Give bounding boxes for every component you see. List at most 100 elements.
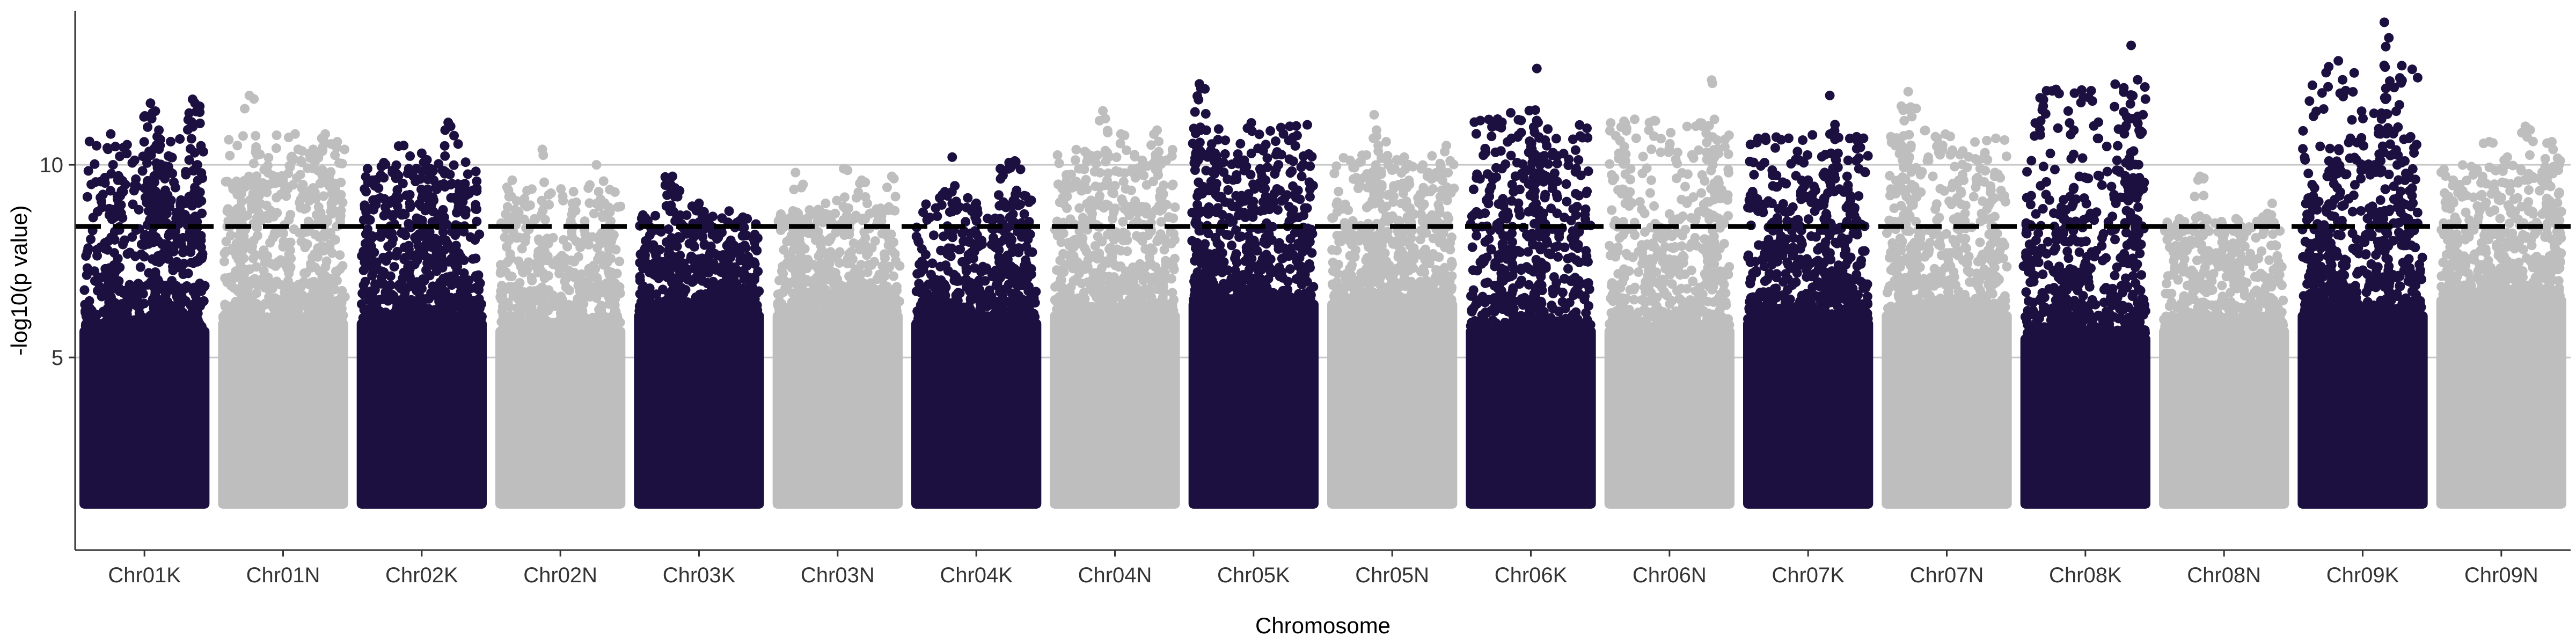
- data-point: [1091, 159, 1101, 169]
- data-point: [148, 320, 158, 330]
- data-point: [1157, 156, 1167, 166]
- data-point: [561, 282, 571, 292]
- data-point: [196, 231, 206, 241]
- data-point: [242, 210, 252, 221]
- data-point: [309, 276, 319, 287]
- data-point: [119, 142, 129, 152]
- data-point: [236, 187, 246, 197]
- data-point: [231, 268, 241, 278]
- chromosome-points-chr03k: [634, 171, 764, 509]
- data-point: [573, 294, 583, 304]
- data-point: [713, 232, 723, 243]
- data-point: [247, 296, 258, 306]
- data-point: [750, 272, 760, 282]
- data-point: [1217, 248, 1227, 258]
- data-point: [663, 224, 674, 235]
- data-point: [106, 207, 116, 217]
- peak-point: [399, 141, 409, 151]
- data-point: [283, 254, 293, 265]
- data-point: [325, 299, 335, 309]
- data-point: [1002, 254, 1013, 265]
- data-point: [882, 182, 892, 193]
- peak-point: [791, 167, 801, 178]
- data-point: [180, 210, 190, 220]
- data-point: [1052, 150, 1063, 160]
- data-point: [880, 265, 890, 275]
- data-point: [866, 260, 876, 270]
- data-point: [592, 273, 602, 283]
- data-point: [784, 280, 794, 290]
- data-point: [1250, 239, 1260, 250]
- data-point: [1285, 233, 1296, 244]
- data-point: [1231, 277, 1241, 288]
- data-point: [1271, 164, 1281, 174]
- data-point: [609, 230, 619, 240]
- data-point: [1242, 287, 1252, 297]
- peak-point: [971, 198, 982, 208]
- data-point: [587, 232, 597, 242]
- data-point: [1300, 203, 1310, 213]
- data-point: [298, 180, 308, 190]
- data-point: [442, 308, 452, 318]
- data-point: [183, 268, 193, 279]
- data-point: [562, 241, 573, 252]
- data-point: [1056, 275, 1066, 285]
- data-point: [1254, 129, 1264, 140]
- data-point: [412, 231, 422, 241]
- data-point: [327, 248, 338, 258]
- data-point: [119, 288, 129, 298]
- data-point: [1247, 202, 1257, 212]
- data-point: [705, 248, 715, 258]
- data-point: [465, 283, 475, 294]
- data-point: [499, 317, 509, 327]
- data-point: [234, 214, 244, 224]
- data-point: [272, 276, 282, 287]
- peak-point: [857, 175, 867, 185]
- data-point: [297, 228, 308, 238]
- data-point: [1108, 274, 1118, 284]
- data-point: [323, 313, 333, 323]
- data-point: [440, 151, 450, 161]
- data-point: [1117, 284, 1128, 295]
- peak-point: [405, 198, 415, 208]
- data-point: [128, 199, 138, 209]
- data-point: [1277, 267, 1287, 277]
- peak-point: [1196, 125, 1206, 135]
- data-point: [333, 313, 343, 324]
- data-point: [1292, 130, 1302, 141]
- data-point: [1121, 184, 1131, 194]
- data-point: [183, 198, 193, 208]
- chromosome-points-chr05n: [1327, 109, 1459, 509]
- data-point: [178, 233, 188, 243]
- data-point: [119, 311, 129, 321]
- data-point: [544, 200, 554, 210]
- data-point: [1146, 306, 1156, 316]
- data-point: [1159, 281, 1169, 291]
- data-point: [106, 186, 116, 196]
- data-point: [185, 144, 195, 154]
- data-point: [1115, 138, 1125, 149]
- data-point: [1268, 222, 1278, 232]
- peak-point: [154, 125, 164, 135]
- data-point: [296, 237, 306, 247]
- data-point: [723, 261, 734, 271]
- data-point: [774, 305, 785, 316]
- data-point: [194, 318, 204, 328]
- data-point: [1101, 157, 1111, 167]
- data-point: [325, 175, 335, 186]
- data-point: [701, 219, 712, 229]
- data-point: [167, 169, 178, 179]
- data-point: [356, 299, 367, 309]
- data-point: [187, 117, 197, 127]
- data-point: [928, 230, 939, 240]
- data-point: [994, 257, 1005, 267]
- data-point: [724, 273, 734, 283]
- data-point: [1128, 262, 1138, 273]
- data-point: [272, 130, 282, 141]
- data-point: [139, 298, 149, 309]
- data-point: [423, 163, 434, 173]
- data-point: [168, 265, 178, 275]
- data-point: [704, 268, 714, 278]
- data-point: [260, 258, 270, 268]
- data-point: [143, 239, 153, 249]
